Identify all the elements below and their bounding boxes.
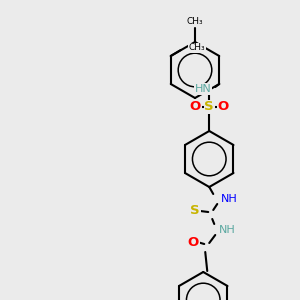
Text: CH₃: CH₃ [189,44,206,52]
Text: O: O [190,100,201,113]
Text: NH: NH [221,194,238,204]
Text: NH: NH [219,225,236,235]
Text: O: O [218,100,229,113]
Text: CH₃: CH₃ [187,17,203,26]
Text: O: O [188,236,199,248]
Text: HN: HN [194,84,211,94]
Text: S: S [190,205,200,218]
Text: S: S [204,100,214,113]
